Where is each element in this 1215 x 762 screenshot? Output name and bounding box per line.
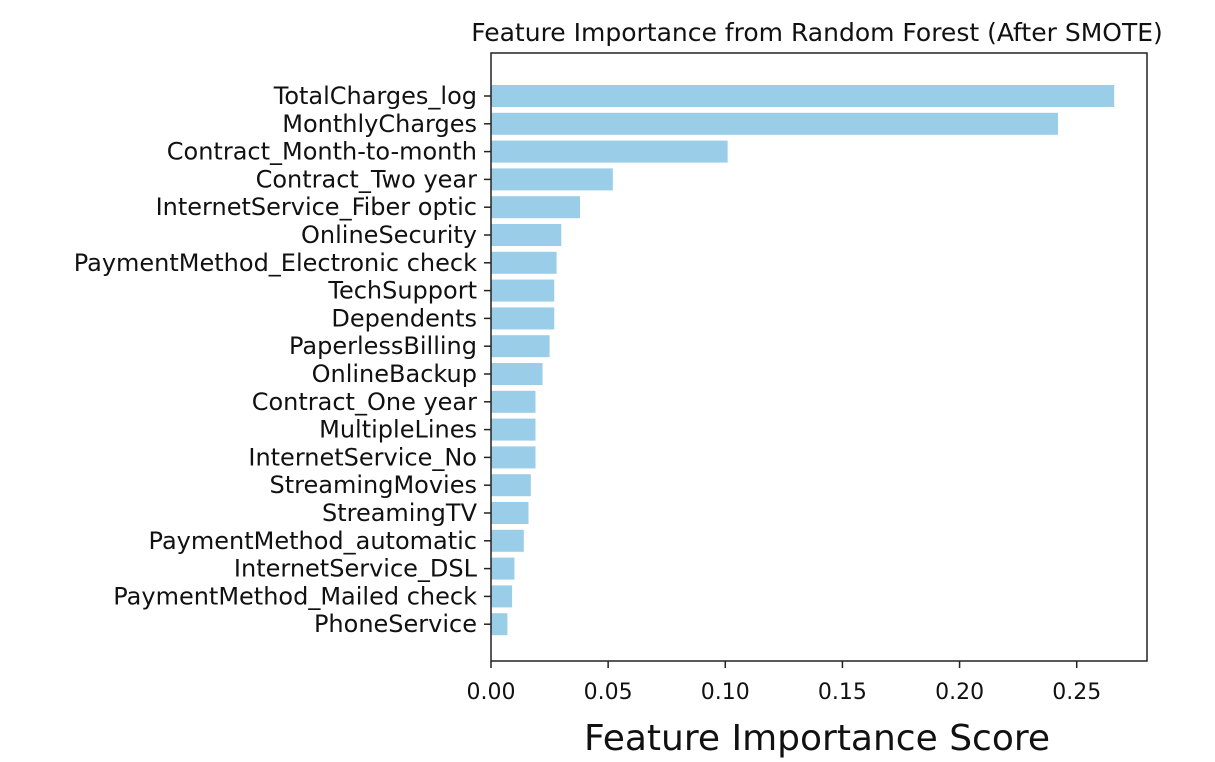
- y-tick-label: PaymentMethod_automatic: [149, 527, 477, 555]
- bar: [491, 140, 728, 163]
- y-tick-label: OnlineSecurity: [301, 221, 477, 249]
- y-tick-label: Dependents: [331, 304, 477, 332]
- x-tick-label: 0.15: [818, 680, 867, 705]
- y-tick-label: Contract_Two year: [256, 165, 478, 193]
- bar: [491, 446, 536, 469]
- y-tick-label: StreamingMovies: [270, 471, 477, 499]
- y-tick-label: PaymentMethod_Mailed check: [113, 582, 477, 610]
- bar: [491, 279, 555, 302]
- x-axis: 0.00 0.05 0.10 0.15 0.20 0.25: [467, 661, 1101, 705]
- y-tick-label: Contract_Month-to-month: [167, 138, 477, 166]
- bars-layer: [491, 85, 1115, 636]
- bar: [491, 251, 557, 274]
- x-axis-title: Feature Importance Score: [584, 718, 1050, 759]
- bar: [491, 557, 515, 580]
- y-tick-label: InternetService_Fiber optic: [156, 193, 477, 221]
- x-tick-label: 0.20: [935, 680, 984, 705]
- bar: [491, 502, 529, 524]
- y-tick-label: InternetService_DSL: [234, 555, 478, 583]
- x-tick-label: 0.00: [467, 680, 516, 705]
- bar: [491, 168, 613, 191]
- bar: [491, 112, 1058, 135]
- x-tick-label: 0.25: [1052, 680, 1101, 705]
- plot-frame: [490, 52, 1148, 662]
- bar: [491, 224, 562, 246]
- x-tick-label: 0.05: [584, 680, 633, 705]
- y-tick-label: PaymentMethod_Electronic check: [74, 249, 477, 277]
- y-tick-label: InternetService_No: [248, 443, 477, 471]
- y-tick-label: PaperlessBilling: [289, 332, 477, 360]
- y-axis: TotalCharges_logMonthlyChargesContract_M…: [74, 82, 491, 638]
- bar: [491, 196, 581, 219]
- y-tick-label: OnlineBackup: [312, 360, 477, 388]
- bar: [491, 474, 531, 497]
- y-tick-label: MultipleLines: [319, 416, 477, 444]
- bar: [491, 335, 550, 358]
- y-tick-label: StreamingTV: [322, 499, 478, 527]
- y-tick-label: TotalCharges_log: [273, 82, 477, 110]
- chart-title: Feature Importance from Random Forest (A…: [471, 18, 1163, 47]
- bar: [491, 418, 536, 441]
- y-tick-label: Contract_One year: [252, 388, 477, 416]
- bar: [491, 363, 543, 385]
- bar: [491, 529, 524, 552]
- bar: [491, 585, 513, 608]
- y-tick-label: PhoneService: [314, 610, 477, 638]
- y-tick-label: TechSupport: [327, 277, 477, 305]
- bar: [491, 613, 508, 636]
- bar: [491, 307, 555, 330]
- y-tick-label: MonthlyCharges: [282, 110, 477, 138]
- x-tick-label: 0.10: [701, 680, 750, 705]
- bar: [491, 85, 1115, 107]
- bar: [491, 390, 536, 413]
